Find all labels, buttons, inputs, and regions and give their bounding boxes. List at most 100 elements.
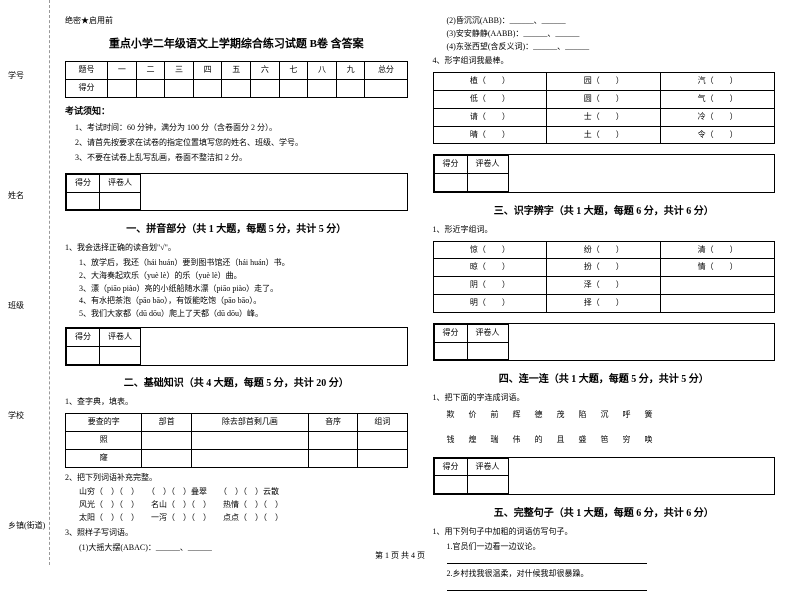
sub-item: (3)安安静静(AABB)：______、______ [447, 28, 776, 41]
section-score-box: 得分评卷人 [433, 323, 776, 362]
section-score-box: 得分评卷人 [433, 457, 776, 496]
table-cell: 令（ ） [661, 126, 775, 144]
table-header: 部首 [142, 414, 191, 432]
question: 1、查字典，填表。 [65, 396, 408, 409]
score-header: 二 [136, 62, 165, 80]
question: 1、我会选择正确的读音划"√"。 [65, 242, 408, 255]
grader-label: 评卷人 [467, 156, 508, 174]
section-1-title: 一、拼音部分（共 1 大题，每题 5 分，共计 5 分） [65, 222, 408, 238]
section-score-box: 得分评卷人 [65, 327, 408, 366]
score-label: 得分 [434, 156, 467, 174]
score-header: 四 [193, 62, 222, 80]
question: 4、形字组词我最棒。 [433, 55, 776, 68]
table-cell: 泽（ ） [547, 277, 661, 295]
question: 1、形近字组词。 [433, 224, 776, 237]
score-header: 八 [308, 62, 337, 80]
left-column: 绝密★启用前 重点小学二年级语文上学期综合练习试题 B卷 含答案 题号 一 二 … [65, 15, 408, 560]
table-cell: 植（ ） [433, 73, 547, 91]
question: 1、把下面的字连成词语。 [433, 392, 776, 405]
section-4-title: 四、连一连（共 1 大题，每题 5 分，共计 5 分） [433, 372, 776, 388]
char-table: 植（ ）园（ ）汽（ ） 低（ ）圆（ ）气（ ） 请（ ）士（ ）冷（ ） 晴… [433, 72, 776, 144]
table-cell: 扮（ ） [547, 259, 661, 277]
score-row-label: 得分 [66, 80, 108, 98]
sub-item: (2)昏沉沉(ABB)：______、______ [447, 15, 776, 28]
fill-blank: 太阳（ ）（ ） 一泻（ ）（ ） 点点（ ）（ ） [79, 512, 408, 525]
section-2-title: 二、基础知识（共 4 大题，每题 5 分，共计 20 分） [65, 376, 408, 392]
score-table: 题号 一 二 三 四 五 六 七 八 九 总分 得分 [65, 61, 408, 98]
fill-blank: 风光（ ）（ ） 名山（ ）（ ） 热情（ ）（ ） [79, 499, 408, 512]
word-row: 钱 煌 瑞 伟 的 且 盛 笆 穷 唤 [447, 434, 776, 447]
table-header: 音序 [308, 414, 357, 432]
table-cell: 请（ ） [433, 108, 547, 126]
table-header: 组词 [358, 414, 407, 432]
table-cell: 圆（ ） [547, 90, 661, 108]
word-row: 欺 价 前 辉 德 茂 陷 沉 呼 簧 [447, 409, 776, 422]
answer-line [447, 581, 647, 591]
score-label: 得分 [67, 328, 100, 346]
notice-item: 2、请首先按要求在试卷的指定位置填写您的姓名、班级、学号。 [75, 137, 408, 150]
question: 3、照样子写词语。 [65, 527, 408, 540]
score-header: 五 [222, 62, 251, 80]
sub-item: 2.乡村找我很温柔，对什候我却很暴躁。 [447, 568, 776, 581]
sub-item: 5、我们大家都（dū dōu）爬上了天都（dū dōu）峰。 [79, 308, 408, 321]
table-header: 除去部首剩几画 [191, 414, 308, 432]
notice-item: 3、不要在试卷上乱写乱画，卷面不整洁扣 2 分。 [75, 152, 408, 165]
score-label: 得分 [67, 174, 100, 192]
sub-item: 4、有水把茶泡（pāo bāo），有饭能吃饱（pāo bāo）。 [79, 295, 408, 308]
grader-label: 评卷人 [467, 458, 508, 476]
binding-label: 班级 [8, 300, 24, 311]
fill-blank: 山穷（ ）（ ） （ ）（ ）叠翠 （ ）（ ）云散 [79, 486, 408, 499]
binding-margin: 乡镇(街道) 学校 班级 姓名 学号 [0, 0, 50, 565]
question: 2、把下列词语补充完整。 [65, 472, 408, 485]
section-score-box: 得分评卷人 [433, 154, 776, 193]
table-cell: 土（ ） [547, 126, 661, 144]
sub-item: 3、漂（piāo piào）亮的小纸船随水漂（piāo piào）走了。 [79, 283, 408, 296]
sub-item: 2、大海奏起欢乐（yuè lè）的乐（yuè lè）曲。 [79, 270, 408, 283]
score-header: 题号 [66, 62, 108, 80]
table-cell: 惊（ ） [433, 241, 547, 259]
question: 1、用下列句子中加粗的词语仿写句子。 [433, 526, 776, 539]
sub-item: 1、放学后，我还（hái huán）要到图书馆还（hái huán）书。 [79, 257, 408, 270]
grader-label: 评卷人 [100, 174, 141, 192]
table-cell: 明（ ） [433, 294, 547, 312]
grader-label: 评卷人 [100, 328, 141, 346]
score-header: 总分 [365, 62, 407, 80]
score-label: 得分 [434, 324, 467, 342]
score-label: 得分 [434, 458, 467, 476]
dictionary-table: 要查的字 部首 除去部首剩几画 音序 组词 照 窿 [65, 413, 408, 467]
binding-label: 学号 [8, 70, 24, 81]
table-cell: 情（ ） [661, 259, 775, 277]
score-header: 七 [279, 62, 308, 80]
score-header: 六 [251, 62, 280, 80]
binding-label: 姓名 [8, 190, 24, 201]
binding-label: 乡镇(街道) [8, 520, 45, 531]
table-cell: 士（ ） [547, 108, 661, 126]
table-cell: 冷（ ） [661, 108, 775, 126]
page-footer: 第 1 页 共 4 页 [0, 550, 800, 561]
score-header: 一 [108, 62, 137, 80]
table-cell: 低（ ） [433, 90, 547, 108]
table-cell: 阴（ ） [433, 277, 547, 295]
table-cell: 清（ ） [661, 241, 775, 259]
score-header: 九 [336, 62, 365, 80]
section-3-title: 三、识字辨字（共 1 大题，每题 6 分，共计 6 分） [433, 204, 776, 220]
table-cell: 晾（ ） [433, 259, 547, 277]
sub-item: (4)东张西望(含反义词)：______、______ [447, 41, 776, 54]
table-cell: 择（ ） [547, 294, 661, 312]
binding-label: 学校 [8, 410, 24, 421]
table-cell: 纷（ ） [547, 241, 661, 259]
table-cell: 气（ ） [661, 90, 775, 108]
table-cell: 园（ ） [547, 73, 661, 91]
grader-label: 评卷人 [467, 324, 508, 342]
score-header: 三 [165, 62, 194, 80]
right-column: (2)昏沉沉(ABB)：______、______ (3)安安静静(AABB)：… [433, 15, 776, 560]
exam-title: 重点小学二年级语文上学期综合练习试题 B卷 含答案 [65, 36, 408, 54]
table-header: 要查的字 [66, 414, 142, 432]
table-cell: 窿 [66, 449, 142, 467]
section-5-title: 五、完整句子（共 1 大题，每题 6 分，共计 6 分） [433, 506, 776, 522]
notice-item: 1、考试时间：60 分钟，满分为 100 分（含卷面分 2 分）。 [75, 122, 408, 135]
section-score-box: 得分评卷人 [65, 173, 408, 212]
confidential-mark: 绝密★启用前 [65, 15, 408, 28]
char-table-2: 惊（ ）纷（ ）清（ ） 晾（ ）扮（ ）情（ ） 阴（ ）泽（ ） 明（ ）择… [433, 241, 776, 313]
notice-title: 考试须知： [65, 104, 408, 118]
